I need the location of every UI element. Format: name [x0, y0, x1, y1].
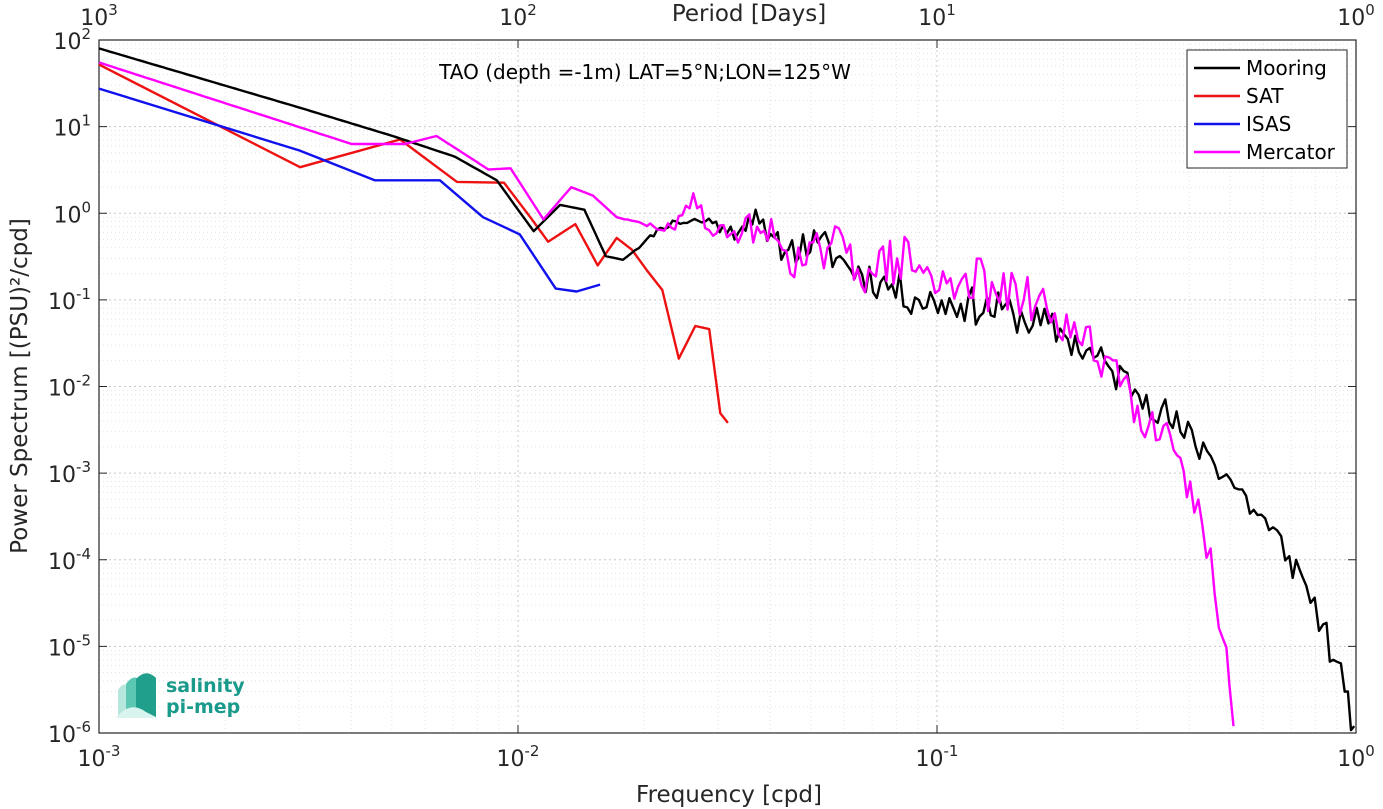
y-tick-label: 100	[53, 198, 91, 228]
logo-waves-icon	[116, 673, 158, 718]
data-series	[98, 47, 1356, 732]
y-tick-label: 10-4	[48, 545, 91, 575]
top-axis-title: Period [Days]	[672, 1, 826, 27]
logo-line-2: pi-mep	[166, 696, 240, 718]
y-tick-label: 10-1	[48, 285, 91, 315]
top-tick-label: 103	[80, 1, 118, 31]
legend-label-isas: ISAS	[1246, 112, 1291, 136]
legend-box	[1186, 49, 1348, 169]
legend-label-mercator: Mercator	[1246, 140, 1336, 164]
top-tick-label: 102	[499, 1, 537, 31]
x-tick-label: 100	[1337, 742, 1375, 772]
legend-label-sat: SAT	[1246, 84, 1284, 108]
series-line-mercator	[98, 61, 1235, 727]
y-tick-label: 10-6	[48, 718, 91, 748]
legend: Mooring SAT ISAS Mercator	[1186, 49, 1348, 169]
top-tick-label: 101	[918, 1, 956, 31]
top-tick-label: 100	[1337, 1, 1375, 31]
x-tick-label: 10-1	[916, 742, 959, 772]
x-tick-label: 10-3	[78, 742, 121, 772]
y-tick-label: 10-3	[48, 458, 91, 488]
legend-label-mooring: Mooring	[1246, 56, 1327, 80]
x-tick-label: 10-2	[497, 742, 540, 772]
salinity-pi-mep-logo: salinity pi-mep	[116, 673, 245, 718]
y-tick-label: 10-5	[48, 631, 91, 661]
y-axis-title: Power Spectrum [(PSU)²/cpd]	[7, 218, 33, 554]
logo-line-1: salinity	[166, 675, 245, 697]
chart-title: TAO (depth =-1m) LAT=5°N;LON=125°W	[438, 60, 851, 84]
series-line-isas	[98, 87, 601, 293]
series-line-sat	[98, 63, 729, 424]
y-tick-label: 10-2	[48, 372, 91, 402]
y-tick-label: 101	[53, 112, 91, 142]
x-axis-title: Frequency [cpd]	[636, 782, 822, 808]
y-tick-label: 102	[53, 25, 91, 55]
